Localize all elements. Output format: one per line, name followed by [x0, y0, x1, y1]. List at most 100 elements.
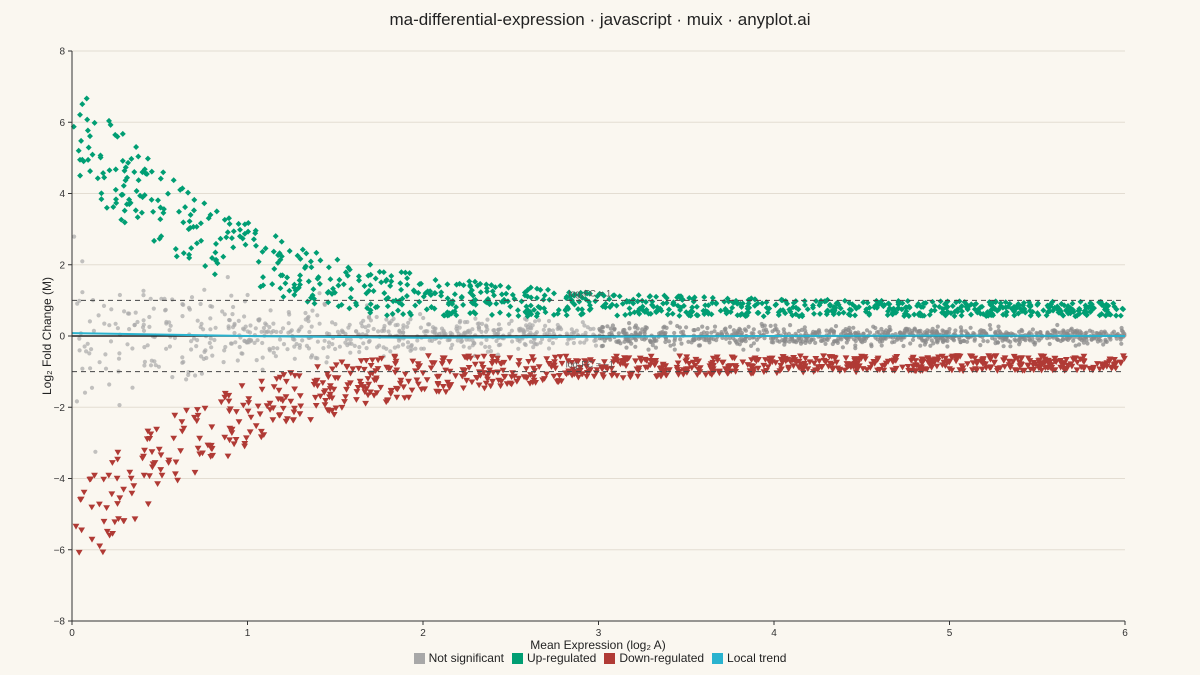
point-up-regulated — [78, 137, 85, 144]
point-up-regulated — [693, 312, 700, 318]
point-up-regulated — [444, 295, 451, 302]
point-up-regulated — [563, 312, 570, 319]
point-up-regulated — [395, 307, 401, 314]
point-not-significant — [912, 327, 918, 332]
point-not-significant — [547, 338, 552, 343]
point-not-significant — [141, 293, 146, 298]
point-not-significant — [321, 346, 326, 351]
point-down-regulated — [508, 374, 515, 380]
point-down-regulated — [619, 375, 627, 381]
point-not-significant — [1094, 336, 1099, 341]
point-up-regulated — [202, 263, 209, 269]
legend-item-up-regulated[interactable]: Up-regulated — [511, 651, 596, 665]
point-not-significant — [705, 330, 710, 335]
point-not-significant — [1073, 343, 1078, 348]
point-not-significant — [202, 349, 207, 354]
point-not-significant — [458, 318, 463, 324]
point-down-regulated — [170, 435, 178, 442]
legend-item-local-trend[interactable]: Local trend — [712, 651, 786, 665]
point-down-regulated — [522, 366, 530, 372]
point-not-significant — [607, 331, 612, 336]
point-down-regulated — [851, 357, 859, 364]
point-down-regulated — [148, 449, 156, 456]
point-not-significant — [1047, 341, 1052, 347]
point-up-regulated — [444, 281, 451, 288]
point-not-significant — [325, 355, 330, 360]
point-not-significant — [761, 328, 766, 333]
point-not-significant — [395, 322, 400, 327]
point-down-regulated — [355, 365, 363, 372]
point-down-regulated — [487, 383, 495, 390]
point-up-regulated — [367, 301, 374, 308]
point-down-regulated — [468, 379, 476, 386]
point-up-regulated — [524, 313, 531, 320]
point-down-regulated — [525, 359, 532, 365]
point-up-regulated — [278, 238, 285, 245]
point-up-regulated — [444, 312, 451, 319]
point-up-regulated — [636, 310, 643, 317]
point-not-significant — [1071, 338, 1076, 343]
point-up-regulated — [799, 311, 805, 318]
point-not-significant — [633, 323, 639, 328]
point-down-regulated — [296, 411, 304, 418]
point-down-regulated — [647, 358, 655, 364]
point-down-regulated — [601, 359, 608, 366]
point-down-regulated — [954, 353, 962, 360]
point-down-regulated — [928, 364, 935, 371]
point-down-regulated — [194, 412, 202, 419]
legend-item-not-significant[interactable]: Not significant — [413, 651, 504, 665]
point-up-regulated — [830, 311, 837, 318]
point-up-regulated — [101, 174, 108, 181]
point-down-regulated — [244, 408, 252, 415]
point-not-significant — [102, 321, 107, 326]
point-down-regulated — [221, 394, 229, 401]
point-down-regulated — [114, 449, 122, 456]
point-not-significant — [743, 328, 749, 333]
point-up-regulated — [336, 276, 343, 283]
point-down-regulated — [425, 353, 432, 359]
point-down-regulated — [608, 365, 616, 372]
point-down-regulated — [515, 362, 523, 368]
point-not-significant — [509, 328, 514, 333]
point-not-significant — [906, 327, 912, 332]
point-up-regulated — [100, 170, 107, 177]
point-up-regulated — [348, 286, 355, 292]
point-up-regulated — [367, 261, 374, 268]
point-down-regulated — [100, 476, 108, 483]
legend-item-down-regulated[interactable]: Down-regulated — [604, 651, 704, 665]
point-not-significant — [813, 340, 818, 345]
point-up-regulated — [310, 286, 317, 293]
point-down-regulated — [599, 372, 607, 378]
point-down-regulated — [296, 393, 304, 399]
point-not-significant — [788, 323, 793, 328]
point-not-significant — [633, 344, 638, 349]
point-down-regulated — [401, 371, 409, 378]
point-down-regulated — [608, 372, 616, 379]
point-not-significant — [464, 337, 469, 342]
point-not-significant — [1030, 327, 1035, 332]
point-not-significant — [127, 311, 132, 316]
point-up-regulated — [964, 305, 971, 312]
point-down-regulated — [180, 425, 188, 432]
point-down-regulated — [397, 377, 405, 384]
point-not-significant — [242, 327, 247, 332]
point-down-regulated — [372, 375, 380, 382]
point-down-regulated — [140, 472, 148, 479]
point-not-significant — [170, 375, 175, 380]
point-not-significant — [461, 344, 466, 349]
point-down-regulated — [647, 362, 654, 369]
point-not-significant — [743, 339, 748, 344]
point-down-regulated — [208, 424, 216, 431]
point-not-significant — [198, 325, 203, 330]
point-down-regulated — [1077, 356, 1084, 363]
point-up-regulated — [477, 280, 484, 287]
point-down-regulated — [765, 358, 773, 365]
point-not-significant — [365, 328, 370, 334]
point-up-regulated — [586, 290, 593, 297]
point-not-significant — [186, 372, 191, 378]
point-up-regulated — [250, 236, 257, 243]
point-not-significant — [101, 303, 107, 308]
point-not-significant — [723, 330, 729, 335]
point-not-significant — [388, 349, 393, 354]
point-up-regulated — [133, 188, 140, 194]
